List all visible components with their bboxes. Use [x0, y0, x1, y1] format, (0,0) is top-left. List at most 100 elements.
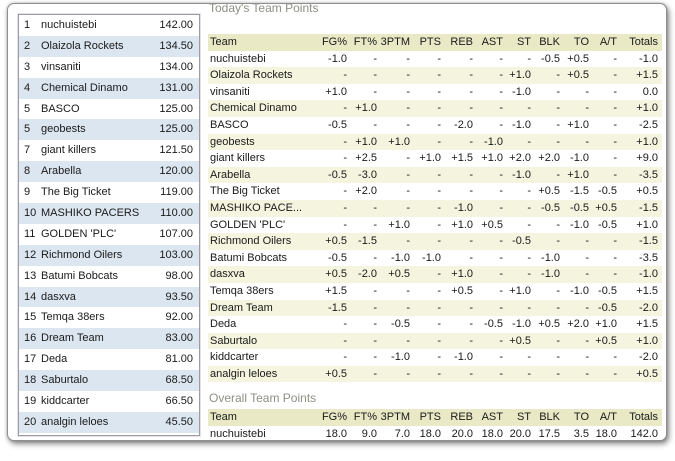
stat-value: -	[406, 52, 410, 65]
standings-row[interactable]: 9 The Big Ticket 119.00	[19, 182, 199, 203]
stat-value: -2.0	[454, 118, 473, 131]
stat-value: -1.0	[512, 318, 531, 331]
today-section-title: Today's Team Points	[209, 4, 319, 15]
stat-value: -	[437, 85, 441, 98]
stat-value: -	[499, 301, 503, 314]
standings-row[interactable]: 18 Saburtalo 68.50	[19, 370, 199, 392]
stat-value: -1.0	[422, 251, 441, 264]
stat-value: -	[585, 235, 589, 248]
standings-row[interactable]: 16 Dream Team 83.00	[19, 328, 199, 350]
team-name: Saburtalo	[210, 334, 258, 347]
stat-value: -1.0	[391, 251, 410, 264]
stat-value: -	[437, 218, 441, 231]
column-header: FT%	[353, 411, 377, 424]
stat-value: -	[437, 118, 441, 131]
stat-value: -	[469, 102, 473, 115]
team-points: 110.00	[160, 207, 193, 220]
stat-value: -	[406, 118, 410, 131]
stat-value: -	[343, 185, 347, 198]
stat-value: -	[437, 185, 441, 198]
standings-row[interactable]: 4 Chemical Dinamo 131.00	[19, 77, 199, 99]
stat-value: -	[613, 69, 617, 82]
rank-number: 10	[24, 207, 37, 220]
table-header-row: Team FG% FT% 3PTM PTS REB AST ST BLK TO A/T Totals	[208, 34, 662, 51]
stat-value: +1.0	[509, 284, 531, 297]
stat-value: -	[406, 334, 410, 347]
standings-row[interactable]: 20 analgin leloes 45.50	[19, 411, 199, 433]
stat-value: -	[406, 69, 410, 82]
standings-row[interactable]: 15 Temqa 38ers 92.00	[19, 307, 199, 328]
stat-value: -0.5	[570, 201, 589, 214]
stat-value: -	[437, 334, 441, 347]
team-name: kiddcarter	[210, 351, 259, 364]
stat-value: +1.5	[636, 69, 658, 82]
stat-value: -1.5	[639, 235, 658, 248]
stat-value: -0.5	[391, 318, 410, 331]
rank-number: 18	[24, 374, 37, 387]
stat-value: -	[556, 367, 560, 380]
stat-value: -	[343, 351, 347, 364]
standings-row[interactable]: 14 dasxva 93.50	[19, 286, 199, 308]
stat-value: -	[556, 135, 560, 148]
team-points: 121.50	[159, 144, 193, 157]
stat-value: -	[613, 52, 617, 65]
standings-row[interactable]: 5 BASCO 125.00	[19, 99, 199, 120]
column-header: PTS	[419, 411, 441, 424]
standings-row[interactable]: 2 Olaizola Rockets 134.50	[19, 35, 199, 57]
stat-value: -	[406, 102, 410, 115]
team-points: 103.00	[159, 248, 193, 261]
stat-value: +2.0	[538, 152, 560, 165]
team-points: 45.50	[165, 415, 193, 428]
standings-row[interactable]: 17 Deda 81.00	[19, 349, 199, 370]
stat-value: -	[613, 168, 617, 181]
team-points-panel: Today's Team Points Team FG% FT% 3PTM PTS REB…	[208, 4, 662, 440]
standings-list[interactable]: 1 nuchuistebi 142.00 2 Olaizola Rockets 134.5…	[17, 13, 201, 437]
team-stats-row: Olaizola Rockets - - - - - - +1.0- +0.5- +1.5	[208, 67, 662, 84]
standings-row[interactable]: 12 Richmond Oilers 103.00	[19, 244, 199, 266]
stat-value: -	[469, 85, 473, 98]
panel-splitter[interactable]	[201, 14, 207, 436]
standings-row[interactable]: 3 vinsaniti 134.00	[19, 57, 199, 78]
stat-value: -1.0	[391, 351, 410, 364]
stat-value: -	[527, 268, 531, 281]
standings-row[interactable]: 11 GOLDEN 'PLC' 107.00	[19, 224, 199, 245]
stat-value: -	[499, 235, 503, 248]
stat-value: -1.0	[570, 152, 589, 165]
team-points: 125.00	[159, 102, 193, 115]
column-header: TO	[573, 411, 589, 424]
standings-row[interactable]: 8 Arabella 120.00	[19, 161, 199, 183]
stat-value: -	[585, 135, 589, 148]
stat-value: -	[499, 351, 503, 364]
stat-value: -	[499, 201, 503, 214]
column-header: PTS	[419, 36, 441, 48]
standings-row[interactable]: 13 Batumi Bobcats 98.00	[19, 266, 199, 287]
rank-number: 2	[24, 39, 31, 52]
stat-value: -	[556, 69, 560, 82]
team-name: analgin leloes	[41, 415, 109, 428]
stat-value: -2.5	[639, 118, 658, 131]
stat-value: -	[556, 218, 560, 231]
rank-number: 12	[24, 248, 37, 261]
column-header: FT%	[353, 36, 377, 48]
today-table: Team FG% FT% 3PTM PTS REB AST ST BLK TO A/T Totals n…	[208, 34, 662, 383]
standings-row[interactable]: 5 geobests 125.00	[19, 119, 199, 141]
standings-row[interactable]: 7 giant killers 121.50	[19, 140, 199, 161]
team-points: 119.00	[160, 186, 193, 199]
stat-value: -	[343, 69, 347, 82]
team-name: kiddcarter	[41, 395, 90, 408]
stat-value: -	[373, 85, 377, 98]
team-points: 134.50	[159, 39, 193, 52]
standings-row[interactable]: 10 MASHIKO PACERS 110.00	[19, 203, 199, 224]
standings-row[interactable]: 1 nuchuistebi 142.00	[19, 15, 199, 36]
column-header: Team	[210, 411, 237, 424]
stat-value: -1.0	[512, 168, 531, 181]
stat-value: +2.0	[509, 152, 531, 165]
column-header: A/T	[599, 411, 617, 424]
stat-value: -	[527, 135, 531, 148]
stat-value: -1.5	[328, 301, 347, 314]
stat-value: -	[585, 251, 589, 264]
stat-value: +0.5	[595, 201, 617, 214]
rank-number: 1	[24, 19, 31, 31]
overall-section-title: Overall Team Points	[209, 391, 317, 406]
standings-row[interactable]: 19 kiddcarter 66.50	[19, 391, 199, 412]
